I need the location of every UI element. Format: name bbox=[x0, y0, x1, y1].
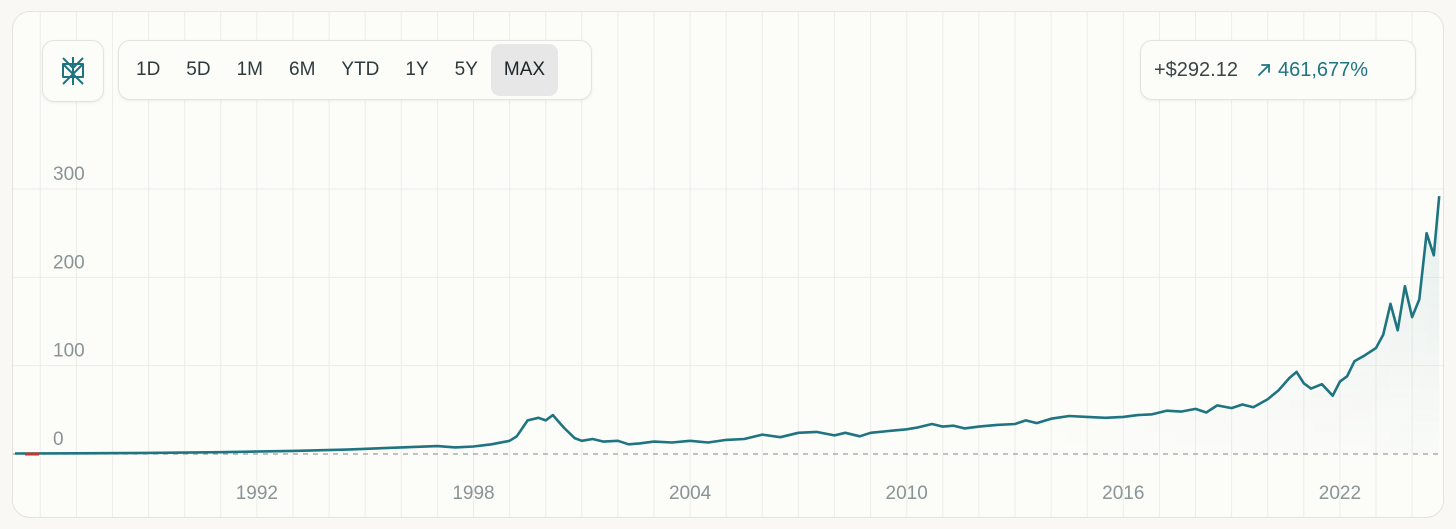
x-tick-label: 1998 bbox=[452, 483, 494, 504]
range-5d-button[interactable]: 5D bbox=[186, 59, 211, 80]
x-tick-label: 2022 bbox=[1319, 483, 1361, 504]
x-tick-label: 2016 bbox=[1102, 483, 1144, 504]
chart-card: 0 100 200 300 1992 1998 2004 2010 2016 2022 1D 5… bbox=[12, 11, 1444, 518]
change-summary: +$292.12 461,677% bbox=[1140, 40, 1416, 100]
price-line bbox=[14, 195, 1441, 455]
y-tick-label: 100 bbox=[53, 341, 85, 362]
range-6m-button[interactable]: 6M bbox=[289, 59, 316, 80]
y-tick-label: 300 bbox=[53, 164, 85, 185]
logo-button[interactable] bbox=[42, 40, 104, 102]
range-1m-button[interactable]: 1M bbox=[236, 59, 263, 80]
area-fill bbox=[15, 196, 1440, 454]
range-1d-button[interactable]: 1D bbox=[136, 59, 161, 80]
range-5y-button[interactable]: 5Y bbox=[454, 59, 478, 80]
arrow-up-right-icon bbox=[1256, 62, 1272, 78]
range-ytd-button[interactable]: YTD bbox=[341, 59, 380, 80]
perplexity-logo-icon bbox=[62, 57, 84, 85]
x-axis-labels: 1992 1998 2004 2010 2016 2022 bbox=[236, 483, 1361, 504]
time-range-selector: 1D 5D 1M 6M YTD 1Y 5Y MAX bbox=[118, 40, 592, 100]
percent-change-value: 461,677% bbox=[1277, 58, 1369, 81]
range-max-button[interactable]: MAX bbox=[490, 44, 559, 96]
y-tick-label: 200 bbox=[53, 252, 85, 273]
y-axis-labels: 0 100 200 300 bbox=[53, 164, 85, 450]
y-tick-label: 0 bbox=[53, 429, 64, 450]
range-1y-button[interactable]: 1Y bbox=[405, 59, 429, 80]
x-tick-label: 1992 bbox=[236, 483, 278, 504]
percent-change: 461,677% bbox=[1256, 59, 1368, 82]
price-change-value: +$292.12 bbox=[1154, 58, 1238, 81]
x-tick-label: 2004 bbox=[669, 483, 712, 504]
x-tick-label: 2010 bbox=[886, 483, 928, 504]
